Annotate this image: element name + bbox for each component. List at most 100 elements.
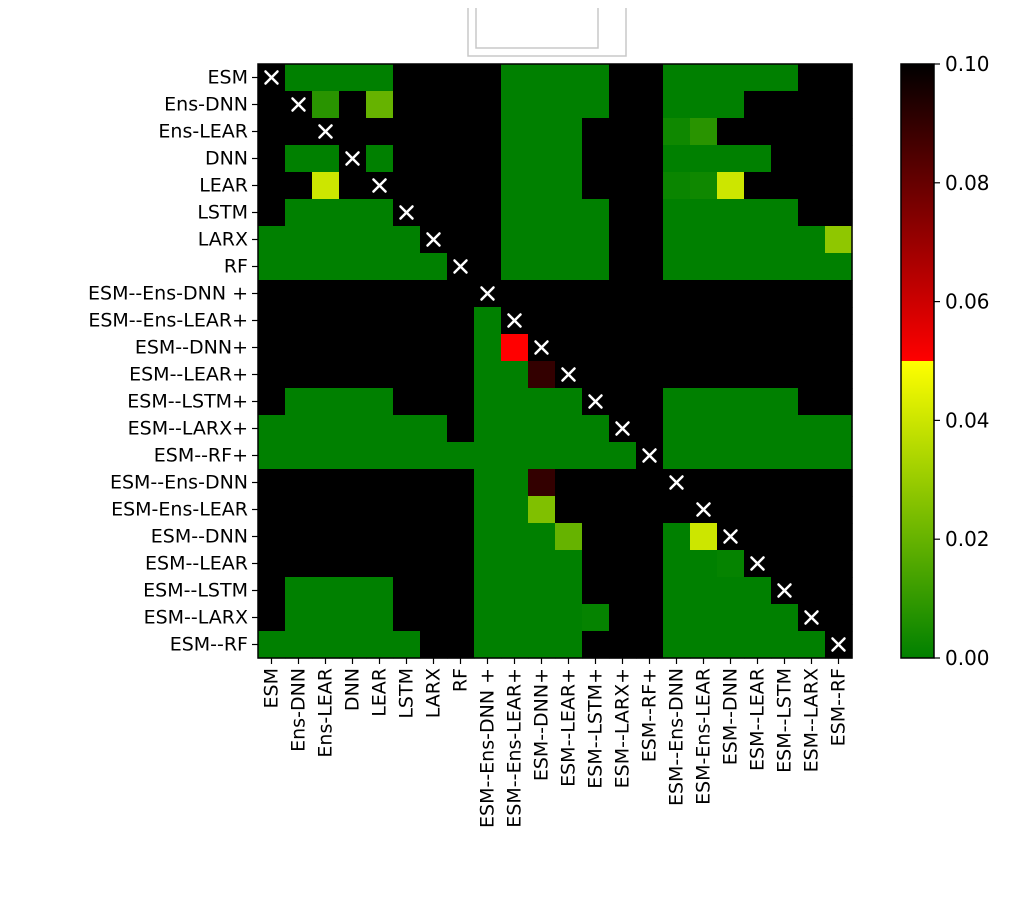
heatmap-cell bbox=[312, 361, 340, 389]
heatmap-cell bbox=[609, 604, 637, 632]
heatmap-cell bbox=[555, 523, 583, 551]
heatmap-cell bbox=[474, 334, 502, 362]
heatmap-cell bbox=[717, 496, 745, 524]
heatmap-cell bbox=[636, 388, 664, 416]
heatmap-cell bbox=[771, 361, 799, 389]
heatmap-cell bbox=[501, 253, 529, 281]
heatmap-cell bbox=[528, 496, 556, 524]
heatmap-cell bbox=[366, 145, 394, 173]
heatmap-cell bbox=[366, 631, 394, 659]
heatmap-cell bbox=[447, 604, 475, 632]
heatmap-cell bbox=[744, 415, 772, 443]
y-tick-label: ESM bbox=[208, 67, 248, 89]
heatmap-cell bbox=[339, 361, 367, 389]
heatmap-cell bbox=[285, 334, 313, 362]
heatmap-cell bbox=[555, 253, 583, 281]
heatmap-cell bbox=[339, 226, 367, 254]
heatmap-cell bbox=[771, 523, 799, 551]
heatmap-cell bbox=[582, 550, 610, 578]
heatmap-cell bbox=[771, 172, 799, 200]
heatmap-cell bbox=[420, 361, 448, 389]
heatmap-cell bbox=[663, 226, 691, 254]
heatmap-cell bbox=[636, 64, 664, 92]
heatmap-cell bbox=[474, 253, 502, 281]
heatmap-cell bbox=[690, 550, 718, 578]
heatmap-cell bbox=[555, 469, 583, 497]
heatmap-cell bbox=[744, 118, 772, 146]
heatmap-cell bbox=[474, 64, 502, 92]
heatmap-cell bbox=[798, 469, 826, 497]
heatmap-cell bbox=[528, 415, 556, 443]
heatmap-cell bbox=[771, 604, 799, 632]
heatmap-cell bbox=[528, 118, 556, 146]
heatmap-cell bbox=[393, 631, 421, 659]
heatmap-cell bbox=[312, 604, 340, 632]
heatmap-cell bbox=[771, 199, 799, 227]
diagonal-x-marker bbox=[480, 286, 495, 301]
heatmap-cell bbox=[285, 280, 313, 308]
heatmap-cell bbox=[339, 496, 367, 524]
heatmap-cell bbox=[447, 361, 475, 389]
y-tick-label: ESM--LEAR bbox=[145, 553, 248, 575]
heatmap-cell bbox=[501, 496, 529, 524]
x-tick-label: ESM--LEAR+ bbox=[558, 668, 580, 787]
heatmap-cell bbox=[771, 91, 799, 119]
heatmap-cell bbox=[636, 334, 664, 362]
heatmap-cell bbox=[744, 388, 772, 416]
heatmap-cell bbox=[447, 442, 475, 470]
heatmap-cell bbox=[555, 172, 583, 200]
heatmap-cell bbox=[609, 577, 637, 605]
heatmap-cell bbox=[528, 361, 556, 389]
heatmap-cell bbox=[798, 415, 826, 443]
heatmap-cell bbox=[474, 496, 502, 524]
diagonal-markers bbox=[264, 70, 846, 652]
heatmap-cell bbox=[555, 334, 583, 362]
diagonal-x-marker bbox=[588, 394, 603, 409]
heatmap-cell bbox=[366, 64, 394, 92]
heatmap-cell bbox=[312, 523, 340, 551]
heatmap-cell bbox=[825, 172, 853, 200]
heatmap-cell bbox=[636, 226, 664, 254]
heatmap-cell bbox=[582, 199, 610, 227]
heatmap-cell bbox=[258, 91, 286, 119]
heatmap-cell bbox=[258, 550, 286, 578]
heatmap-cell bbox=[393, 388, 421, 416]
y-tick-label: ESM--Ens-DNN bbox=[110, 472, 248, 494]
diagonal-x-marker bbox=[372, 178, 387, 193]
heatmap-cell bbox=[663, 631, 691, 659]
heatmap-cell bbox=[285, 361, 313, 389]
heatmap-cell bbox=[744, 577, 772, 605]
heatmap-cell bbox=[825, 118, 853, 146]
heatmap-cell bbox=[744, 442, 772, 470]
heatmap-cell bbox=[474, 442, 502, 470]
heatmap-cell bbox=[420, 415, 448, 443]
heatmap-cell bbox=[474, 361, 502, 389]
heatmap-cell bbox=[312, 64, 340, 92]
heatmap-cell bbox=[690, 361, 718, 389]
heatmap-cell bbox=[366, 199, 394, 227]
heatmap-cell bbox=[744, 496, 772, 524]
heatmap-cell bbox=[609, 253, 637, 281]
heatmap-cell bbox=[636, 523, 664, 551]
heatmap-cell bbox=[393, 415, 421, 443]
heatmap-cell bbox=[285, 199, 313, 227]
heatmap-cell bbox=[555, 199, 583, 227]
heatmap-cell bbox=[636, 577, 664, 605]
heatmap-cell bbox=[258, 523, 286, 551]
heatmap-cell bbox=[528, 253, 556, 281]
x-tick-label: ESM--LARX bbox=[801, 668, 823, 772]
heatmap-cell bbox=[690, 253, 718, 281]
heatmap-cell bbox=[258, 118, 286, 146]
heatmap-cell bbox=[636, 253, 664, 281]
heatmap-cell bbox=[825, 415, 853, 443]
heatmap-cell bbox=[420, 550, 448, 578]
heatmap-cell bbox=[744, 64, 772, 92]
heatmap-cell bbox=[609, 91, 637, 119]
y-tick-label: RF bbox=[224, 256, 248, 278]
y-tick-label: ESM--LEAR+ bbox=[129, 364, 248, 386]
heatmap-cell bbox=[798, 523, 826, 551]
heatmap-cell bbox=[339, 631, 367, 659]
heatmap-cell bbox=[582, 118, 610, 146]
heatmap-cell bbox=[771, 64, 799, 92]
